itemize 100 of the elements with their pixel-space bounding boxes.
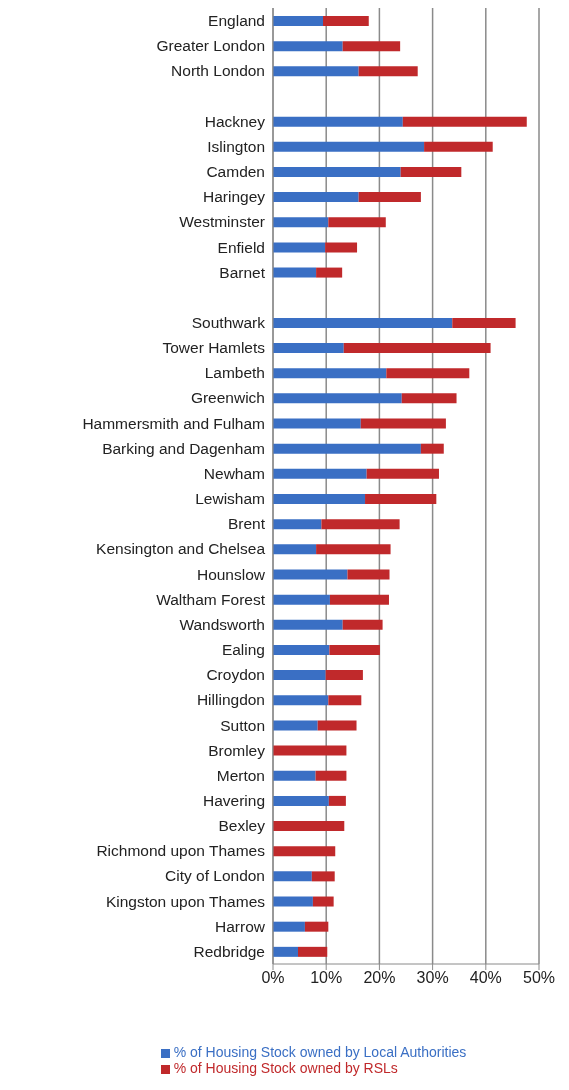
y-tick-label: Enfield (217, 238, 265, 256)
x-tick-label: 40% (469, 969, 502, 987)
bar (273, 670, 326, 681)
bar (273, 896, 313, 907)
y-tick-label: Tower Hamlets (162, 339, 266, 357)
bar (273, 494, 366, 504)
bar (273, 695, 329, 706)
bar (273, 443, 421, 454)
bar (273, 267, 317, 278)
bar (273, 393, 402, 404)
y-tick-label: Brent (227, 515, 266, 533)
bar (273, 619, 343, 630)
bar (273, 720, 318, 731)
bar (298, 946, 328, 957)
y-tick-label: Westminster (179, 213, 265, 231)
bar (342, 41, 401, 52)
y-tick-label: Sutton (220, 716, 265, 734)
bar (312, 896, 334, 907)
bar (402, 116, 527, 127)
bar (347, 569, 390, 580)
bar (273, 770, 316, 781)
bar (329, 644, 380, 655)
bar (360, 418, 446, 429)
legend-label: % of Housing Stock owned by Local Authorities (173, 1044, 467, 1060)
bar (424, 141, 493, 152)
x-tick-label: 20% (363, 969, 396, 987)
y-tick-label: Barking and Dagenham (102, 439, 265, 457)
bar (273, 343, 344, 354)
bar (273, 745, 347, 756)
bar (273, 317, 453, 328)
y-tick-label: Hammersmith and Fulham (82, 414, 265, 432)
bar (273, 821, 345, 832)
bar (273, 644, 330, 655)
y-tick-label: Croydon (206, 666, 265, 684)
y-tick-label: Lewisham (195, 490, 265, 508)
y-tick-label: Camden (206, 163, 265, 181)
bar (452, 317, 516, 328)
bar (273, 192, 359, 203)
bar (315, 770, 347, 781)
y-tick-label: Redbridge (193, 942, 265, 960)
bar (273, 921, 305, 932)
bar (323, 16, 369, 26)
y-tick-label: Bromley (208, 741, 266, 759)
bar (325, 670, 363, 681)
y-tick-label: Greater London (156, 37, 265, 55)
y-tick-label: City of London (165, 867, 265, 885)
y-tick-label: Havering (202, 791, 265, 809)
y-tick-label: North London (171, 62, 265, 80)
bar (273, 468, 367, 479)
bar (329, 594, 389, 605)
bar (358, 66, 418, 77)
bar (273, 519, 322, 530)
bar (365, 494, 437, 504)
bar (273, 544, 317, 555)
bar (342, 619, 383, 630)
bar (273, 166, 401, 177)
bar (311, 871, 335, 882)
bar (273, 795, 329, 806)
bar (273, 871, 312, 882)
y-tick-label: Richmond upon Thames (96, 842, 266, 860)
y-tick-label: Bexley (218, 817, 266, 835)
bar (273, 41, 343, 52)
y-tick-label: Harrow (215, 917, 266, 935)
bar (273, 242, 326, 253)
y-tick-label: Greenwich (190, 389, 265, 407)
y-tick-label: Hackney (204, 112, 266, 130)
bar (273, 66, 359, 77)
bar (316, 267, 343, 278)
y-tick-label: Ealing (221, 641, 265, 659)
bar (273, 116, 403, 127)
bar (273, 846, 336, 857)
bar (328, 695, 362, 706)
x-tick-label: 50% (522, 969, 556, 987)
bar (401, 393, 457, 404)
bar (273, 16, 324, 26)
y-tick-label: Hillingdon (196, 691, 265, 709)
y-tick-label: Lambeth (204, 364, 265, 382)
x-tick-label: 30% (416, 969, 449, 987)
bar (273, 569, 348, 580)
bar (273, 217, 329, 228)
bar (328, 795, 346, 806)
x-tick-label: 10% (310, 969, 343, 987)
y-tick-label: Merton (216, 766, 265, 784)
x-tick-label: 0% (261, 969, 285, 987)
y-tick-label: Haringey (202, 188, 266, 206)
y-tick-label: Barnet (219, 263, 266, 281)
bar (366, 468, 439, 479)
bar (273, 946, 298, 957)
y-tick-label: Wandsworth (179, 615, 265, 633)
bar (321, 519, 400, 530)
bar (304, 921, 329, 932)
bar (273, 418, 361, 429)
y-tick-label: Kingston upon Thames (105, 892, 266, 910)
bar (325, 242, 358, 253)
bar (400, 166, 462, 177)
bar (328, 217, 386, 228)
bar (273, 368, 387, 379)
bar (358, 192, 421, 203)
y-tick-label: Newham (203, 464, 265, 482)
bar (273, 141, 425, 152)
